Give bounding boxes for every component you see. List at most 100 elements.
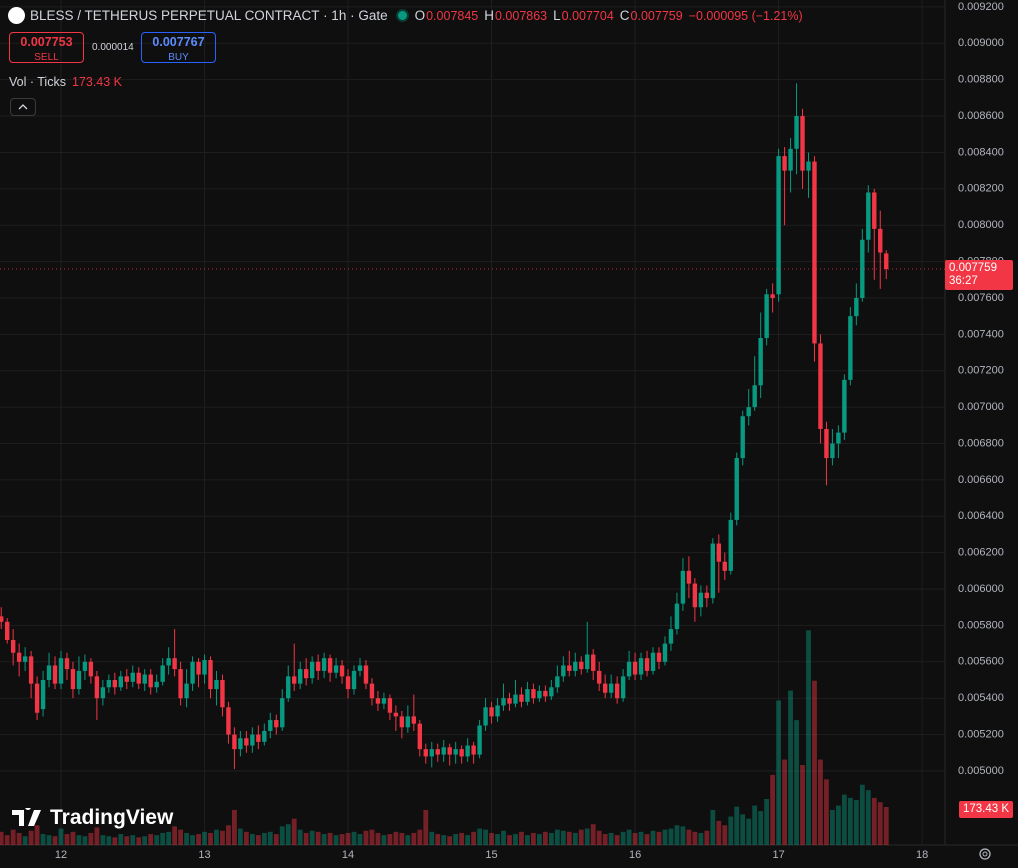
volume-bar [578, 829, 584, 845]
candle-body [321, 658, 327, 671]
volume-bar [794, 720, 799, 845]
volume-bar [435, 834, 441, 845]
volume-bar [357, 834, 363, 845]
candle-body [10, 639, 16, 653]
collapse-icon [18, 104, 28, 110]
settings-button[interactable] [976, 845, 996, 865]
countdown: 36:27 [949, 275, 978, 288]
volume-bar [758, 811, 764, 845]
indicator-name: Vol · Ticks [9, 75, 66, 89]
volume-bar [788, 690, 793, 845]
candle-body [632, 661, 638, 675]
candle-body [112, 680, 118, 688]
candle-body [758, 338, 763, 386]
y-tick-label: 0.006600 [958, 474, 1004, 486]
candle-body [232, 734, 237, 750]
candle-body [644, 658, 650, 671]
candle-body [794, 116, 799, 149]
candle-body [262, 730, 267, 742]
candle-body [824, 428, 829, 459]
volume-bar [471, 831, 477, 845]
volume-bar [853, 800, 859, 845]
y-tick-label: 0.005200 [958, 728, 1004, 740]
volume-bar [82, 836, 88, 845]
candle-body [184, 683, 189, 699]
volume-bar [429, 831, 435, 845]
candle-body [555, 676, 560, 688]
y-tick-label: 0.008000 [958, 219, 1004, 231]
volume-bar [489, 832, 494, 845]
volume-bar [883, 807, 889, 845]
candle-body [776, 156, 781, 295]
candle-body [136, 672, 141, 684]
volume-bar [590, 824, 596, 845]
y-tick-label: 0.007600 [958, 292, 1004, 304]
volume-bar [525, 835, 530, 845]
candle-body [52, 665, 58, 684]
spread: 0.000014 [92, 42, 134, 53]
candle-body [88, 661, 94, 677]
volume-bar [64, 834, 70, 845]
buy-label: BUY [168, 52, 189, 63]
candle-body [620, 676, 626, 699]
indicator-value: 173.43 K [71, 75, 123, 89]
logo-icon [12, 808, 41, 826]
volume-bar [297, 829, 303, 845]
candle-body [196, 661, 201, 675]
sell-button[interactable]: 0.007753 SELL [9, 32, 84, 63]
candle-body [764, 294, 769, 338]
volume-bar [692, 831, 698, 845]
candle-body [860, 239, 865, 298]
volume-bar [345, 832, 351, 845]
volume-bar [220, 830, 225, 845]
ohlc-value: 0.007759 [630, 8, 683, 23]
volume-bar [303, 832, 309, 845]
candle-body [561, 665, 566, 677]
candle-body [244, 738, 249, 746]
volume-bar [548, 832, 554, 845]
volume-bar [22, 836, 28, 845]
candle-body [692, 583, 698, 608]
volume-bar [285, 824, 291, 845]
candle-body [501, 698, 506, 706]
candle-body [614, 683, 620, 699]
candle-body [399, 716, 405, 728]
candle-body [4, 621, 10, 640]
volume-bar [722, 825, 728, 845]
volume-bar [327, 832, 333, 845]
volume-bar [752, 805, 758, 845]
buy-button[interactable]: 0.007767 BUY [141, 32, 216, 63]
candle-body [381, 698, 387, 704]
volume-bar [477, 828, 482, 845]
candle-body [674, 603, 680, 630]
volume-bar [387, 834, 393, 845]
logo-text: TradingView [50, 806, 174, 829]
volume-bar [58, 828, 64, 845]
y-tick-label: 0.006000 [958, 583, 1004, 595]
candle-body [722, 561, 727, 571]
candle-body [327, 658, 333, 673]
ohlc-value: 0.007863 [495, 8, 548, 23]
volume-bar [261, 832, 267, 845]
candle-body [549, 687, 554, 697]
candle-body [716, 543, 721, 562]
candle-body [124, 676, 129, 682]
volume-bar [405, 835, 411, 845]
volume-bar [375, 832, 381, 845]
candle-body [513, 694, 518, 704]
volume-bar [363, 830, 369, 845]
candle-body [489, 707, 494, 717]
sell-label: SELL [34, 52, 59, 63]
sell-price: 0.007753 [20, 35, 73, 49]
collapse-button[interactable] [10, 98, 36, 116]
volume-bar [214, 829, 219, 845]
symbol-title: BLESS / TETHERUS PERPETUAL CONTRACT · 1h… [30, 8, 388, 23]
volume-bar [632, 832, 638, 845]
volume-bar [656, 831, 662, 845]
volume-bar [393, 831, 399, 845]
volume-bar [243, 831, 249, 845]
volume-bar [0, 831, 4, 845]
candle-body [608, 683, 614, 693]
ohlc-key: C [619, 8, 630, 23]
y-tick-label: 0.006200 [958, 547, 1004, 559]
